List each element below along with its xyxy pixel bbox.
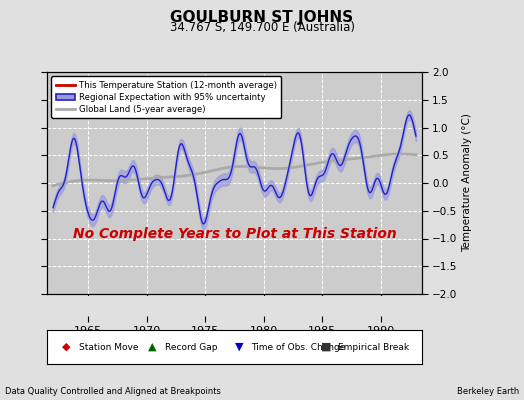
Text: ■: ■ <box>321 342 331 352</box>
Text: Empirical Break: Empirical Break <box>337 342 409 352</box>
Text: ◆: ◆ <box>62 342 71 352</box>
Text: Record Gap: Record Gap <box>165 342 217 352</box>
Y-axis label: Temperature Anomaly (°C): Temperature Anomaly (°C) <box>462 114 472 252</box>
Text: Time of Obs. Change: Time of Obs. Change <box>252 342 346 352</box>
Text: Station Move: Station Move <box>79 342 138 352</box>
Text: Data Quality Controlled and Aligned at Breakpoints: Data Quality Controlled and Aligned at B… <box>5 387 221 396</box>
Text: ▼: ▼ <box>234 342 243 352</box>
Text: GOULBURN ST JOHNS: GOULBURN ST JOHNS <box>170 10 354 25</box>
Legend: This Temperature Station (12-month average), Regional Expectation with 95% uncer: This Temperature Station (12-month avera… <box>51 76 281 118</box>
Text: ▲: ▲ <box>148 342 157 352</box>
Text: 34.767 S, 149.700 E (Australia): 34.767 S, 149.700 E (Australia) <box>169 21 355 34</box>
Text: Berkeley Earth: Berkeley Earth <box>456 387 519 396</box>
Text: No Complete Years to Plot at This Station: No Complete Years to Plot at This Statio… <box>73 227 396 241</box>
